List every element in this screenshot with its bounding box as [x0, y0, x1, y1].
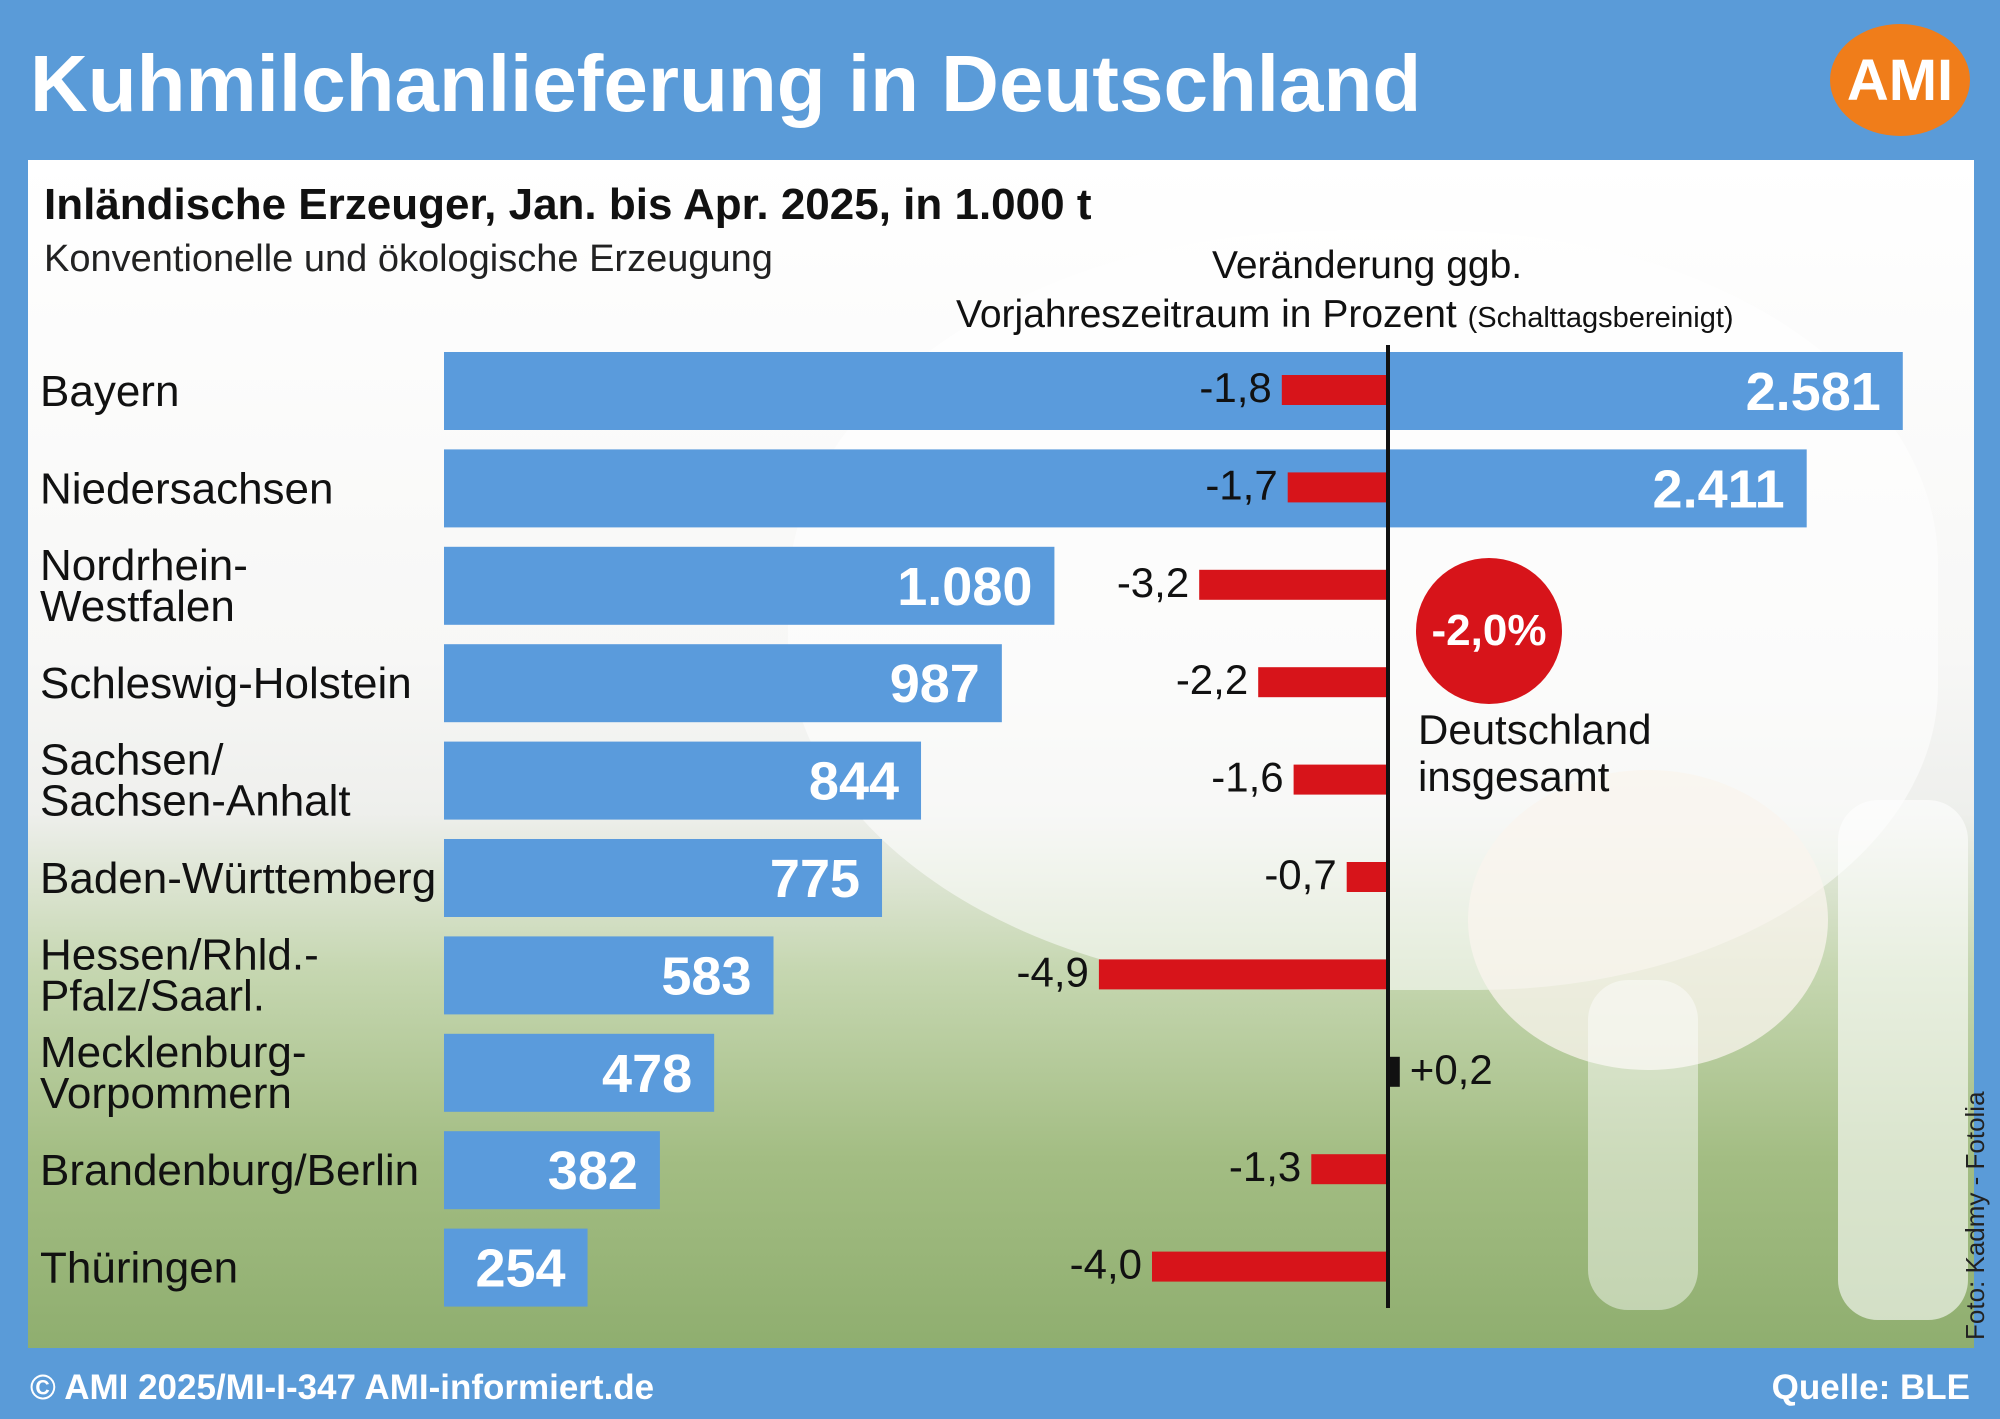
region-label: Vorpommern	[40, 1069, 292, 1118]
change-value-label: -1,7	[1205, 461, 1277, 508]
footer-copyright: © AMI 2025/MI-I-347 AMI-informiert.de	[30, 1368, 655, 1407]
region-label: Bayern	[40, 367, 179, 416]
change-value-label: -1,6	[1211, 754, 1283, 801]
cow-udder-shape	[1468, 770, 1828, 1070]
region-label: Nordrhein-	[40, 541, 248, 590]
production-value-label: 478	[602, 1044, 692, 1104]
region-label: Sachsen/	[40, 736, 224, 785]
change-value-label: -4,9	[1017, 948, 1089, 995]
footer-source: Quelle: BLE	[1771, 1368, 1970, 1407]
cow-leg-shape	[1588, 980, 1698, 1310]
total-label-line2: insgesamt	[1418, 753, 1610, 800]
region-label: Westfalen	[40, 582, 235, 631]
production-value-label: 775	[770, 849, 860, 909]
production-bar	[444, 936, 774, 1015]
production-value-label: 583	[661, 946, 751, 1006]
change-bar	[1287, 472, 1388, 503]
ami-logo: AMI	[1830, 24, 1970, 136]
region-label: Pfalz/Saarl.	[40, 971, 265, 1020]
change-bar	[1346, 862, 1388, 892]
production-bar	[444, 1228, 588, 1307]
change-bar	[1293, 764, 1388, 795]
production-bar	[444, 1033, 715, 1112]
change-bar	[1311, 1154, 1388, 1185]
production-bar	[444, 644, 1002, 723]
change-value-label: -1,8	[1199, 364, 1271, 411]
cow-leg-shape	[1838, 800, 1968, 1320]
change-axis-title-line2: Vorjahreszeitraum in Prozent (Schalttags…	[956, 293, 1734, 337]
change-axis-title-text: Vorjahreszeitraum in Prozent	[956, 293, 1457, 336]
change-bar	[1199, 569, 1388, 600]
production-value-label: 254	[475, 1239, 565, 1299]
production-value-label: 2.581	[1746, 362, 1881, 422]
change-value-label: -4,0	[1070, 1241, 1142, 1288]
production-value-label: 1.080	[897, 557, 1032, 617]
change-value-label: -3,2	[1117, 559, 1189, 606]
change-bar	[1098, 959, 1388, 990]
page-title: Kuhmilchanlieferung in Deutschland	[30, 39, 1422, 128]
total-change-badge: -2,0%	[1416, 558, 1562, 704]
region-label: Niedersachsen	[40, 464, 334, 513]
region-label: Baden-Württemberg	[40, 854, 436, 903]
change-value-label: -0,7	[1264, 851, 1336, 898]
production-value-label: 987	[890, 654, 980, 714]
production-bar	[444, 741, 922, 820]
region-label: Sachsen-Anhalt	[40, 777, 351, 826]
production-bar	[444, 449, 1807, 528]
production-value-label: 382	[548, 1141, 638, 1201]
chart-subtitle: Konventionelle und ökologische Erzeugung	[44, 238, 773, 280]
change-value-label: -1,3	[1229, 1143, 1301, 1190]
total-label-line1: Deutschland	[1418, 706, 1652, 753]
production-bar	[444, 352, 1903, 430]
change-bar	[1258, 667, 1388, 698]
change-value-label: -2,2	[1176, 656, 1248, 703]
production-bar	[444, 1131, 660, 1210]
change-bar	[1152, 1251, 1388, 1282]
region-label: Brandenburg/Berlin	[40, 1146, 419, 1195]
region-label: Mecklenburg-	[40, 1028, 307, 1077]
change-axis-title-line1: Veränderung ggb.	[1212, 244, 1523, 287]
production-value-label: 2.411	[1653, 459, 1785, 519]
production-bar	[444, 839, 883, 917]
region-label: Schleswig-Holstein	[40, 659, 412, 708]
change-axis-note: (Schalttagsbereinigt)	[1467, 302, 1734, 334]
change-bar	[1388, 1056, 1400, 1087]
change-value-label: +0,2	[1410, 1046, 1493, 1093]
photo-credit: Foto: Kadmy - Fotolia	[1960, 1091, 1990, 1340]
total-change-label: Deutschland insgesamt	[1418, 706, 1738, 800]
region-label: Thüringen	[40, 1244, 238, 1293]
production-value-label: 844	[809, 752, 899, 812]
production-bar	[444, 546, 1055, 625]
change-bar	[1281, 375, 1388, 405]
region-label: Hessen/Rhld.-	[40, 930, 319, 979]
chart-title: Inländische Erzeuger, Jan. bis Apr. 2025…	[44, 180, 1092, 229]
